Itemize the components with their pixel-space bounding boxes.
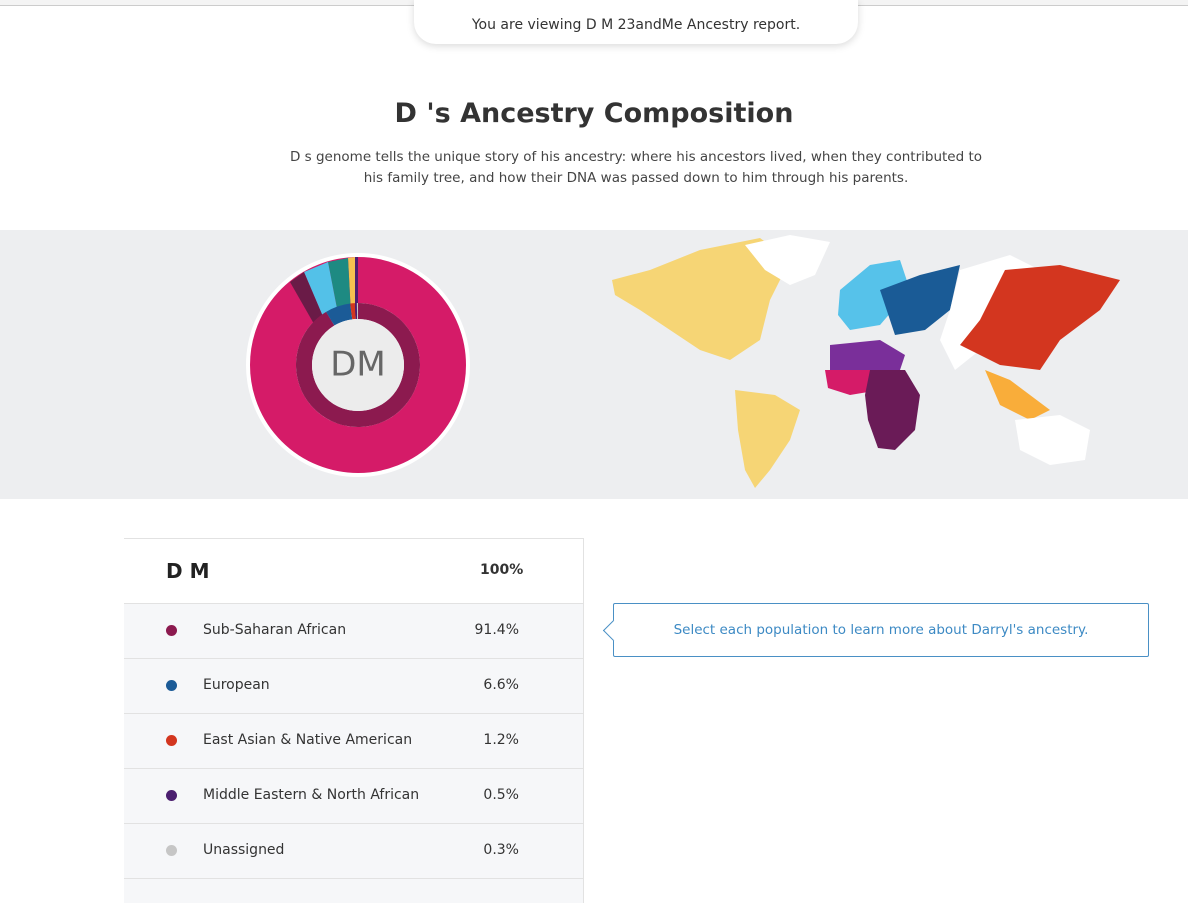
population-percent: 1.2% (483, 732, 519, 748)
person-name: D M (166, 559, 210, 583)
total-percent: 100% (480, 562, 524, 578)
map-south-africa (865, 370, 920, 450)
donut-segment (326, 303, 353, 326)
population-table: D M 100% Sub-Saharan African 91.4% Europea… (124, 538, 584, 903)
population-dot (166, 735, 177, 746)
population-row[interactable]: Sub-Saharan African 91.4% (124, 604, 583, 659)
initials: DM (330, 345, 386, 385)
ring-slice (290, 272, 327, 331)
population-dot (166, 845, 177, 856)
map-east-europe (880, 265, 960, 335)
ring-slice (328, 258, 351, 319)
donut-segment (350, 303, 356, 320)
population-row[interactable]: European 6.6% (124, 659, 583, 714)
map-southeast-asia (985, 370, 1050, 420)
map-north-africa (830, 340, 905, 375)
population-percent: 6.6% (483, 677, 519, 693)
population-percent: 0.5% (483, 787, 519, 803)
table-header: D M 100% (124, 539, 583, 604)
population-row[interactable]: Middle Eastern & North African 0.5% (124, 769, 583, 824)
ring-slice (348, 257, 355, 315)
visual-band: DM (0, 230, 1188, 499)
page-title: D 's Ancestry Composition (394, 98, 794, 129)
map-north-america (612, 238, 790, 360)
population-dot (166, 680, 177, 691)
inner-ring (296, 303, 420, 427)
ancestry-visual: DM (246, 235, 1120, 488)
viewing-banner: You are viewing D M 23andMe Ancestry rep… (414, 0, 858, 44)
donut-segment (354, 303, 358, 320)
page-description: D s genome tells the unique story of his… (289, 149, 983, 186)
map-east-asia (960, 265, 1120, 370)
info-callout: Select each population to learn more abo… (613, 603, 1149, 657)
map-west-europe (838, 260, 910, 330)
ring-slice (355, 257, 358, 315)
map-south-america (735, 390, 800, 488)
population-row[interactable]: Unassigned 0.3% (124, 824, 583, 879)
donut-center (312, 319, 404, 411)
donut-segment (356, 303, 358, 320)
population-name: Sub-Saharan African (203, 622, 347, 638)
population-name: Middle Eastern & North African (203, 787, 420, 803)
population-row[interactable]: East Asian & Native American 1.2% (124, 714, 583, 769)
population-name: East Asian & Native American (203, 732, 413, 748)
population-name: European (203, 677, 270, 693)
table-rows: Sub-Saharan African 91.4% European 6.6% East… (124, 604, 583, 879)
population-name: Unassigned (203, 842, 285, 858)
population-percent: 91.4% (474, 622, 519, 638)
population-dot (166, 625, 177, 636)
population-dot (166, 790, 177, 801)
population-percent: 0.3% (483, 842, 519, 858)
map-australia (1015, 415, 1090, 465)
world-map (612, 235, 1120, 488)
map-greenland (745, 235, 830, 285)
